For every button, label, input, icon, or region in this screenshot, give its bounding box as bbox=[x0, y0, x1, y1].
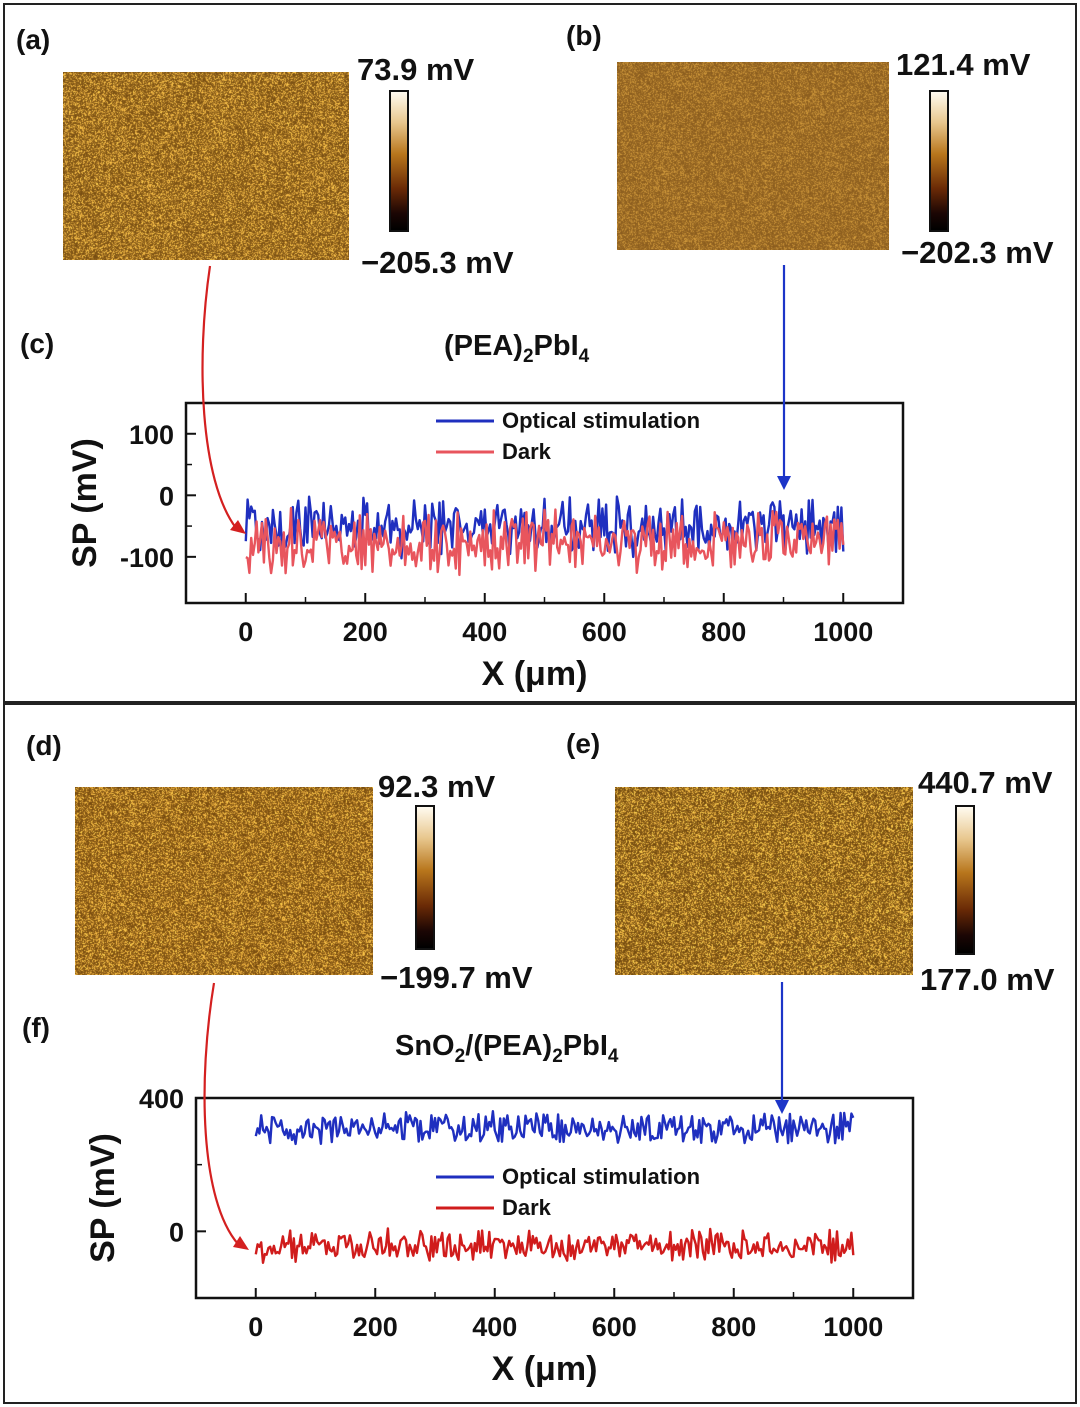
chart-f-ylabel: SP (mV) bbox=[84, 1133, 122, 1263]
y-tick-label: -100 bbox=[120, 543, 174, 573]
potential-map-b bbox=[617, 62, 889, 250]
figure-bottom-frame bbox=[3, 703, 1077, 1404]
series-dark-line bbox=[254, 1227, 855, 1264]
x-tick-label: 400 bbox=[472, 1312, 517, 1342]
x-tick-label: 0 bbox=[238, 617, 253, 647]
panel-label-d: (d) bbox=[26, 730, 62, 761]
colorbar-a bbox=[389, 90, 409, 232]
series-optical-stimulation-line bbox=[254, 1110, 855, 1146]
panel-label-c: (c) bbox=[20, 328, 55, 359]
potential-map-d bbox=[75, 787, 373, 975]
y-tick-label: 0 bbox=[159, 481, 174, 511]
x-tick-label: 1000 bbox=[823, 1312, 883, 1342]
colorbar-b-max: 121.4 mV bbox=[896, 47, 1031, 82]
arrow-a-to-dark bbox=[201, 265, 237, 529]
legend-label-optical: Optical stimulation bbox=[502, 408, 700, 433]
legend-label-dark: Dark bbox=[502, 1195, 552, 1220]
chart-f-title: SnO2/(PEA)2PbI4 bbox=[395, 1030, 619, 1067]
arrow-b-to-optical-head bbox=[777, 476, 791, 490]
chart-c-title: (PEA)2PbI4 bbox=[444, 330, 590, 367]
colorbar-b-min: −202.3 mV bbox=[901, 235, 1054, 270]
colorbar-d-max: 92.3 mV bbox=[378, 769, 496, 804]
colorbar-e bbox=[955, 805, 975, 955]
chart-c-xlabel: X (μm) bbox=[482, 655, 588, 693]
colorbar-a-min: −205.3 mV bbox=[361, 245, 514, 280]
y-tick-label: 0 bbox=[169, 1217, 184, 1247]
x-tick-label: 200 bbox=[343, 617, 388, 647]
colorbar-e-max: 440.7 mV bbox=[918, 765, 1053, 800]
panel-label-f: (f) bbox=[22, 1012, 50, 1043]
x-tick-label: 0 bbox=[248, 1312, 263, 1342]
colorbar-d bbox=[415, 805, 435, 950]
colorbar-a-max: 73.9 mV bbox=[357, 52, 475, 87]
panel-label-a: (a) bbox=[16, 24, 51, 55]
legend-label-optical: Optical stimulation bbox=[502, 1164, 700, 1189]
x-tick-label: 1000 bbox=[813, 617, 873, 647]
x-tick-label: 800 bbox=[701, 617, 746, 647]
arrow-d-to-dark-head bbox=[233, 1236, 249, 1250]
arrow-a-to-dark-head bbox=[230, 520, 246, 534]
series-dark-line bbox=[245, 506, 845, 577]
y-tick-label: 400 bbox=[139, 1084, 184, 1114]
colorbar-b bbox=[929, 90, 949, 232]
colorbar-e-min: 177.0 mV bbox=[920, 962, 1055, 997]
x-tick-label: 600 bbox=[582, 617, 627, 647]
y-tick-label: 100 bbox=[129, 420, 174, 450]
arrow-d-to-dark bbox=[203, 982, 239, 1245]
arrow-e-to-optical-head bbox=[775, 1100, 789, 1114]
figure-top-frame bbox=[3, 3, 1077, 703]
chart-f-xlabel: X (μm) bbox=[492, 1350, 598, 1388]
x-tick-label: 800 bbox=[711, 1312, 756, 1342]
panel-label-e: (e) bbox=[566, 728, 601, 759]
series-optical-stimulation-line bbox=[244, 495, 845, 560]
potential-map-a bbox=[63, 72, 349, 260]
x-tick-label: 600 bbox=[592, 1312, 637, 1342]
panel-label-b: (b) bbox=[566, 20, 602, 51]
colorbar-d-min: −199.7 mV bbox=[380, 960, 533, 995]
potential-map-e bbox=[615, 787, 913, 975]
legend-label-dark: Dark bbox=[502, 439, 552, 464]
chart-c-ylabel: SP (mV) bbox=[66, 438, 104, 568]
x-tick-label: 200 bbox=[353, 1312, 398, 1342]
x-tick-label: 400 bbox=[462, 617, 507, 647]
